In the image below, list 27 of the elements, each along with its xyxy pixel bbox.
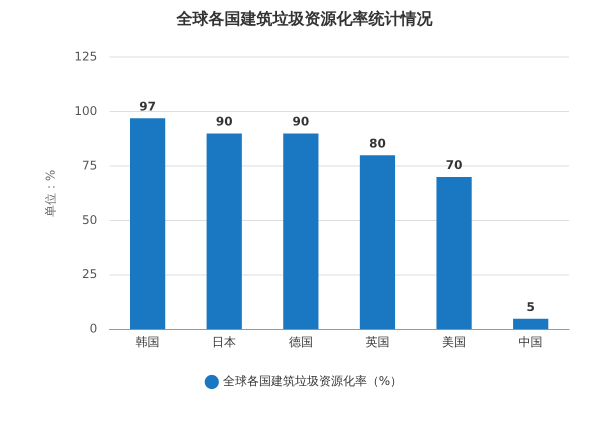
legend-label: 全球各国建筑垃圾资源化率（%） — [222, 374, 402, 388]
data-label: 90 — [292, 114, 310, 129]
y-tick-label: 125 — [74, 49, 98, 64]
chart-title: 全球各国建筑垃圾资源化率统计情况 — [176, 8, 434, 28]
bar — [360, 155, 396, 330]
y-tick-label: 100 — [74, 104, 98, 118]
bar — [206, 133, 242, 330]
x-tick-label: 美国 — [442, 334, 466, 349]
x-tick-label: 德国 — [288, 334, 313, 349]
x-tick-label: 日本 — [212, 334, 236, 349]
data-label: 97 — [139, 99, 156, 114]
data-label: 5 — [526, 300, 535, 314]
y-tick-label: 25 — [82, 267, 98, 282]
bar — [513, 318, 548, 330]
y-tick-label: 0 — [90, 322, 98, 336]
bar — [283, 133, 318, 330]
bar — [130, 118, 166, 330]
y-tick-label: 75 — [82, 158, 98, 172]
y-tick-label: 50 — [82, 212, 98, 227]
y-axis-title: 单位：% — [43, 170, 58, 218]
x-tick-label: 中国 — [518, 334, 543, 349]
data-label: 90 — [216, 114, 233, 129]
data-label: 70 — [446, 158, 462, 172]
x-tick-label: 韩国 — [136, 334, 160, 349]
bar — [436, 177, 472, 330]
x-tick-label: 英国 — [365, 334, 390, 349]
data-label: 80 — [369, 136, 386, 150]
